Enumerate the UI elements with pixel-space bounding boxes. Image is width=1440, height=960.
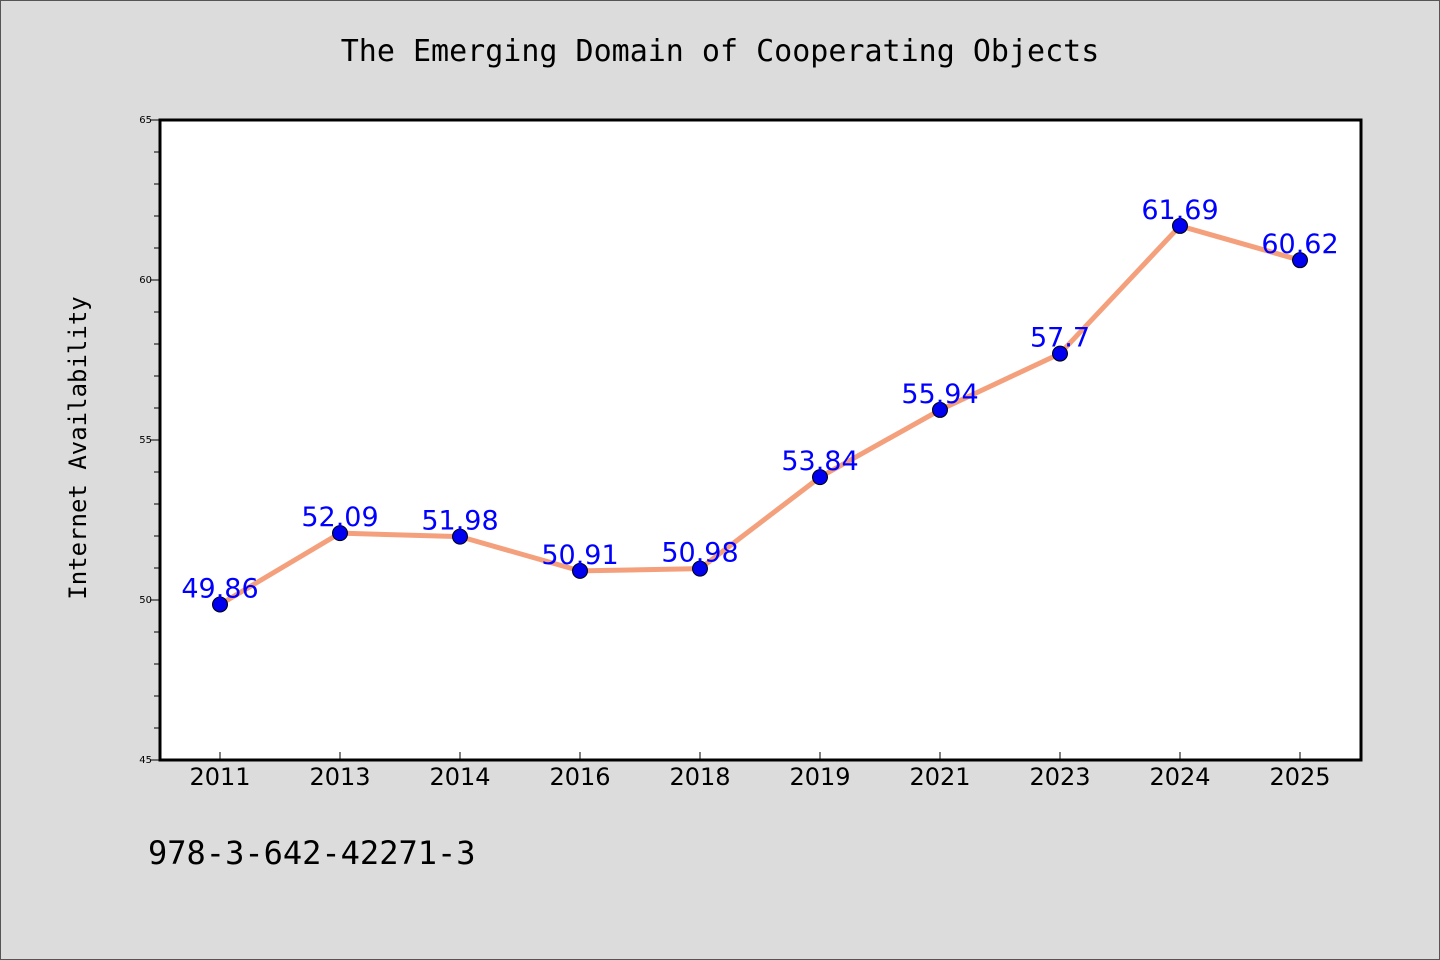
data-point: [1172, 217, 1188, 234]
x-tick-label: 2023: [1029, 763, 1090, 791]
x-tick-label: 2011: [189, 763, 250, 791]
data-label: 51.98: [421, 506, 498, 537]
data-point: [572, 562, 588, 579]
data-label: 55.94: [901, 379, 978, 410]
data-label: 57.7: [1030, 323, 1090, 354]
isbn-text: 978-3-642-42271-3: [148, 834, 476, 872]
y-tick-label: 65: [139, 115, 152, 126]
x-tick-label: 2018: [669, 763, 730, 791]
y-tick-label: 50: [139, 595, 152, 606]
data-point: [332, 525, 348, 542]
chart-title: The Emerging Domain of Cooperating Objec…: [340, 34, 1100, 69]
data-label: 50.98: [661, 538, 738, 569]
y-tick-label: 45: [139, 755, 152, 766]
y-axis-label: Internet Availability: [64, 296, 92, 599]
x-tick-label: 2021: [909, 763, 970, 791]
x-tick-label: 2025: [1269, 763, 1330, 791]
data-point: [1292, 252, 1308, 269]
x-axis-ticks: 2011 2013 2014 2016 2018 2019 2021 2023 2024 2025: [189, 752, 1331, 791]
series-line: [218, 223, 1301, 607]
data-point: [692, 560, 708, 577]
data-labels: 49.86 52.09 51.98 50.91 50.98 53.84 55.94 57.7 6…: [181, 195, 1338, 605]
x-tick-label: 2016: [549, 763, 610, 791]
data-label: 49.86: [181, 573, 258, 604]
data-point: [932, 401, 948, 418]
x-tick-label: 2024: [1149, 763, 1210, 791]
x-tick-label: 2014: [429, 763, 490, 791]
data-label: 50.91: [541, 540, 618, 571]
y-tick-label: 60: [139, 275, 152, 286]
data-label: 61.69: [1141, 195, 1218, 226]
y-tick-label: 55: [139, 435, 152, 446]
data-point: [452, 528, 468, 545]
data-label: 60.62: [1261, 229, 1338, 260]
plot-area: [158, 118, 1363, 762]
x-tick-label: 2013: [309, 763, 370, 791]
data-point: [212, 596, 228, 613]
data-point: [1052, 345, 1068, 362]
data-point: [812, 469, 828, 486]
x-tick-label: 2019: [789, 763, 850, 791]
y-axis-ticks: 45 50 55 60 65: [139, 115, 160, 766]
data-label: 52.09: [301, 502, 378, 533]
series-line-group: [218, 223, 1301, 607]
data-label: 53.84: [781, 446, 858, 477]
data-points: [212, 217, 1308, 613]
